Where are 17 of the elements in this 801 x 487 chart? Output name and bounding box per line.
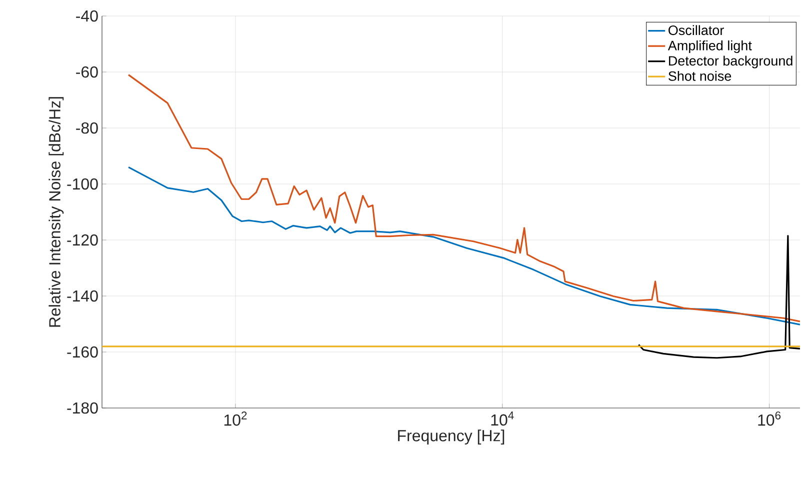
- legend-label: Shot noise: [668, 70, 732, 81]
- y-tick-label: -80: [76, 122, 98, 134]
- y-tick-label: -120: [67, 234, 98, 246]
- x-axis-title: Frequency [Hz]: [398, 430, 504, 445]
- legend-label: Oscillator: [668, 25, 724, 36]
- legend-label: Amplified light: [668, 40, 752, 54]
- x-tick-label: 10$^{4}$: [491, 412, 514, 426]
- y-tick-label: -40: [76, 10, 98, 22]
- y-tick-label: -180: [67, 402, 98, 414]
- y-tick-label: -100: [67, 178, 98, 190]
- legend-label: Detector background: [669, 56, 792, 68]
- y-axis-title: Relative Intensity Noise [dBc/Hz]: [48, 97, 64, 327]
- x-tick-label: 10$^{2}$: [224, 412, 247, 426]
- y-tick-label: -160: [67, 346, 98, 358]
- y-tick-label: -140: [67, 290, 98, 302]
- y-tick-label: -60: [76, 66, 98, 78]
- x-tick-label: 10$^{6}$: [758, 412, 781, 426]
